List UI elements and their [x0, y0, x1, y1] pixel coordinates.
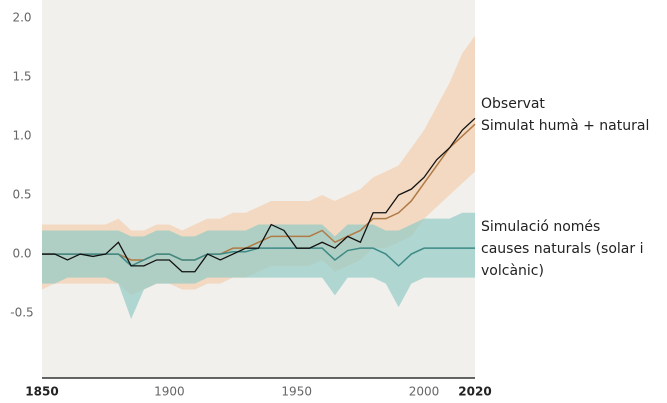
y-tick-label: 0.5	[12, 188, 31, 202]
annotation: volcànic)	[481, 263, 544, 279]
uncertainty-band	[42, 212, 475, 319]
annotation: causes naturals (solar i	[481, 241, 643, 257]
series-line	[42, 117, 476, 273]
y-tick-label: 1.5	[12, 70, 31, 84]
x-tick-label: 2020	[458, 385, 491, 399]
annotation: Simulat humà + natural	[481, 118, 649, 134]
y-tick-label: -0.5	[10, 306, 33, 320]
x-tick-label: 1900	[154, 385, 185, 399]
y-tick-label: 2.0	[12, 11, 31, 25]
x-tick-label: 2000	[409, 385, 440, 399]
y-tick-label: 1.0	[12, 129, 31, 143]
annotation: Simulació només	[481, 219, 600, 235]
x-tick-label: 1850	[25, 385, 58, 399]
x-tick-label: 1950	[281, 385, 312, 399]
annotation: Observat	[481, 96, 545, 112]
y-tick-label: 0.0	[12, 247, 31, 261]
